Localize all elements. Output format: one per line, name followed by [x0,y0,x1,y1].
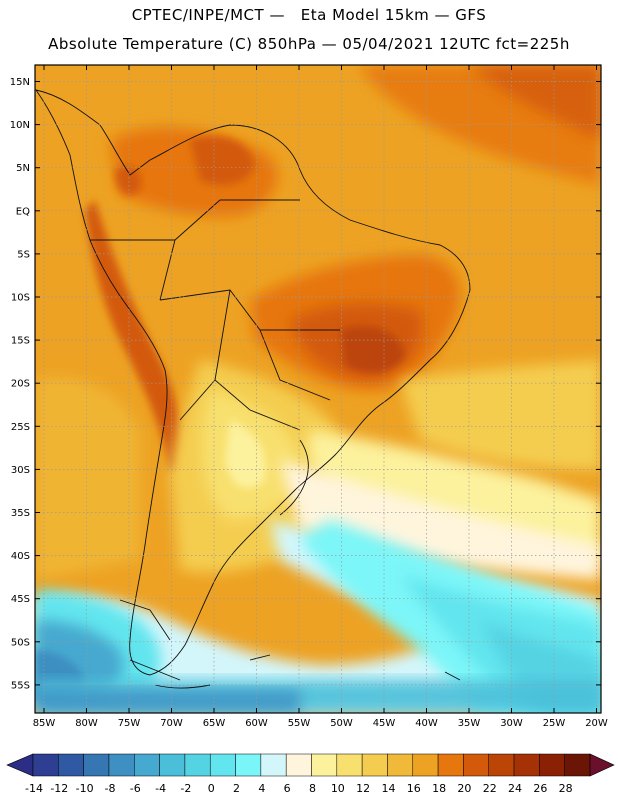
chart-title-line-2: Absolute Temperature (C) 850hPa — 05/04/… [48,35,570,53]
colorbar-swatch [539,753,565,777]
longitude-labels: 85W 80W 75W 70W 65W 60W 55W 50W 45W 40W 35W 30W 25W 2… [33,718,608,729]
lat-label: 10S [11,293,30,304]
colorbar-swatch [235,753,262,777]
colorbar-swatch [83,753,110,777]
temperature-map: 15N 10N 5N EQ 5S 10S 15S 20S 25S 30S 35S 40S 45S 50S 5… [10,64,608,729]
lat-label: 15N [10,77,30,88]
colorbar-label: -10 [76,782,94,795]
colorbar-swatch [58,753,84,777]
chart-title-line-1: CPTEC/INPE/MCT — Eta Model 15km — GFS [131,6,487,24]
colorbar-swatch [32,753,59,777]
colorbar-swatch [336,753,363,777]
lat-label: 50S [11,637,30,648]
colorbar-label: 20 [457,782,471,795]
colorbar-over-arrow [589,753,615,777]
colorbar-swatch [134,753,160,777]
lon-label: 40W [415,718,438,729]
colorbar: -14 -12 -10 -8 -6 -4 -2 0 2 4 6 8 10 12 14 16 18 20 22 24 26… [0,748,618,804]
colorbar-swatch [437,753,464,777]
colorbar-label: 6 [284,782,291,795]
colorbar-swatches [6,753,615,777]
coastlines [35,89,471,689]
lat-label: 30S [11,465,30,476]
lon-label: 80W [75,718,98,729]
colorbar-label: 26 [533,782,547,795]
lon-label: 85W [33,718,56,729]
colorbar-swatch [387,753,414,777]
lat-label: 20S [11,379,30,390]
lon-label: 20W [585,718,608,729]
colorbar-swatch [285,753,312,777]
lat-label: 25S [11,422,30,433]
lon-label: 30W [500,718,523,729]
colorbar-label: 10 [331,782,345,795]
colorbar-label: -14 [25,782,43,795]
lat-label: 55S [11,680,30,691]
lat-label: 35S [11,508,30,519]
colorbar-label: 14 [381,782,395,795]
lon-label: 35W [458,718,481,729]
colorbar-label: 12 [356,782,370,795]
colorbar-under-arrow [6,753,34,777]
colorbar-label: 2 [233,782,240,795]
map-frame [34,64,602,714]
colorbar-swatch [108,753,135,777]
colorbar-label: 0 [208,782,215,795]
lat-label: 5N [16,163,30,174]
lat-label: 40S [11,551,30,562]
map-ticks [35,65,601,713]
lat-label: 10N [10,120,30,131]
colorbar-labels: -14 -12 -10 -8 -6 -4 -2 0 2 4 6 8 10 12 14 16 18 20 22 24 26… [25,782,573,795]
lat-label: EQ [16,206,30,217]
lat-label: 5S [17,249,30,260]
colorbar-label: 18 [432,782,446,795]
colorbar-label: -4 [155,782,166,795]
colorbar-swatch [311,753,338,777]
colorbar-label: 8 [309,782,316,795]
colorbar-label: -6 [130,782,141,795]
colorbar-label: 16 [407,782,421,795]
lon-label: 70W [160,718,183,729]
colorbar-swatch [159,753,186,777]
colorbar-swatch [463,753,489,777]
lon-label: 60W [245,718,268,729]
lon-label: 45W [373,718,396,729]
colorbar-swatch [184,753,211,777]
lon-label: 50W [330,718,353,729]
colorbar-label: 4 [258,782,265,795]
colorbar-swatch [488,753,515,777]
temperature-field [35,65,601,713]
latitude-labels: 15N 10N 5N EQ 5S 10S 15S 20S 25S 30S 35S 40S 45S 50S 5… [10,77,30,691]
colorbar-label: 24 [508,782,522,795]
lon-label: 25W [543,718,566,729]
colorbar-label: -12 [50,782,68,795]
colorbar-swatch [513,753,540,777]
lat-label: 45S [11,594,30,605]
colorbar-swatch [209,753,236,777]
map-gridlines [35,65,601,713]
lon-label: 65W [203,718,226,729]
colorbar-swatch [260,753,287,777]
colorbar-label: -2 [180,782,191,795]
colorbar-swatch [564,753,591,777]
colorbar-label: 22 [483,782,497,795]
colorbar-swatch [412,753,439,777]
lon-label: 75W [118,718,141,729]
colorbar-label: -8 [104,782,115,795]
lon-label: 55W [288,718,311,729]
colorbar-swatch [361,753,388,777]
colorbar-label: 28 [559,782,573,795]
lat-label: 15S [11,336,30,347]
